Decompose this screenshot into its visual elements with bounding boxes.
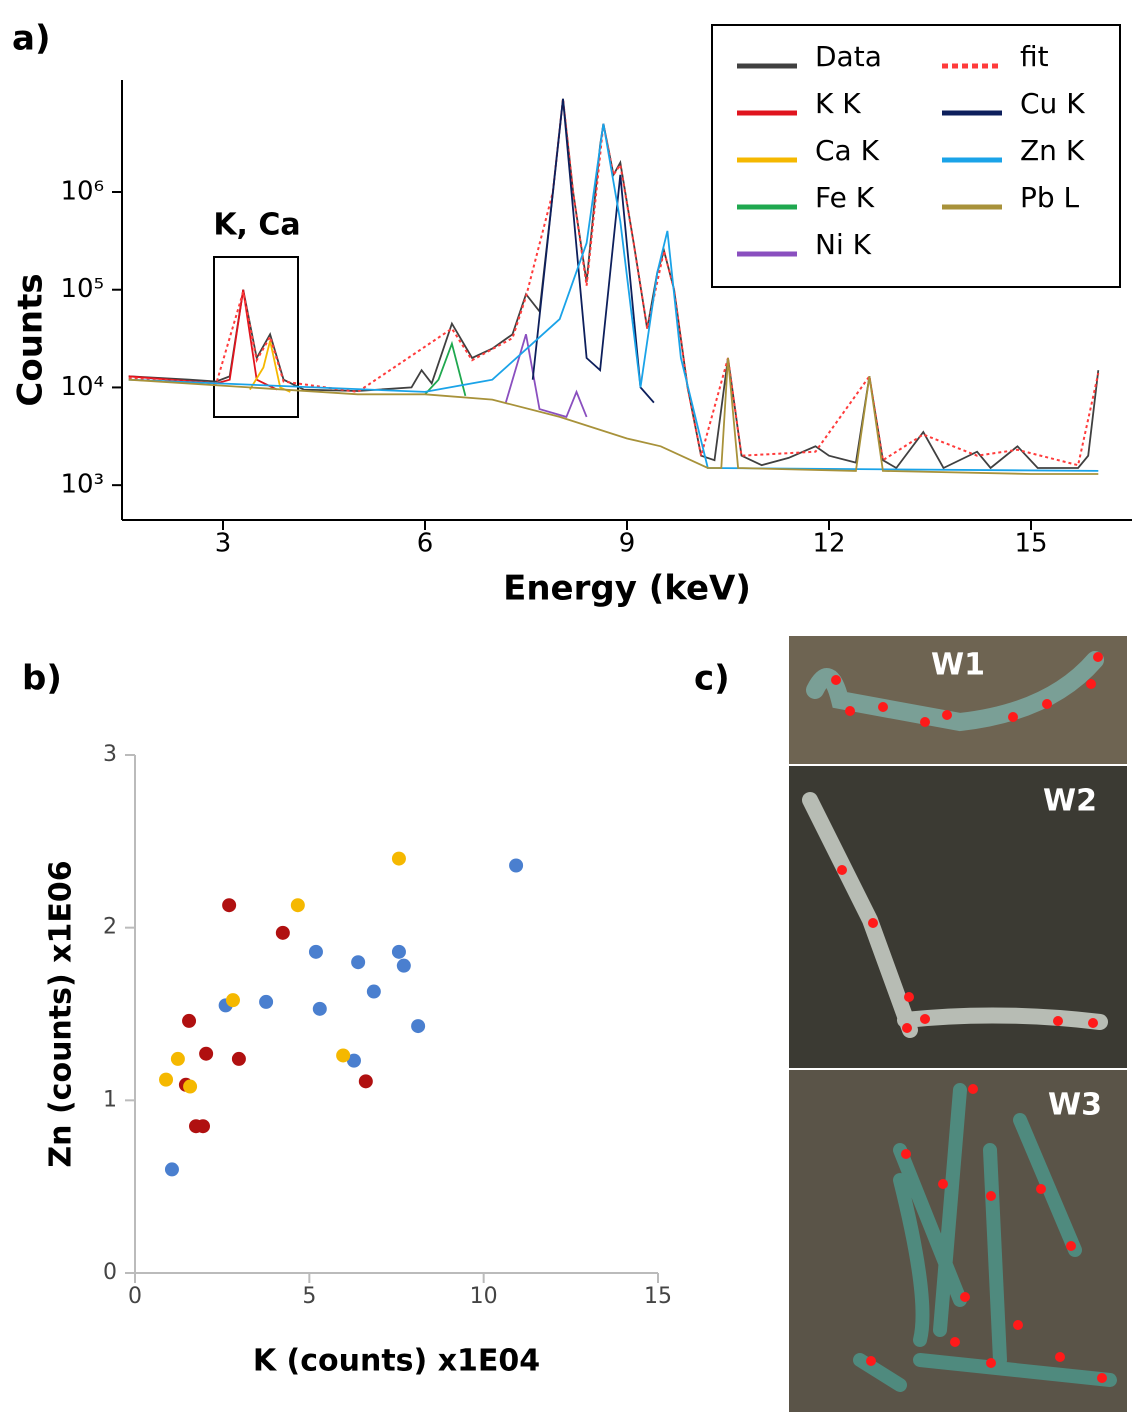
point [396,958,411,973]
legend-label: Ni K [815,228,872,261]
point [312,1001,327,1016]
point [183,1079,198,1094]
point [195,1119,210,1134]
panel-label: b) [22,659,62,699]
legend-label: Zn K [1020,134,1085,167]
point [275,925,290,940]
point [391,851,406,866]
point [199,1046,214,1061]
y-tick-label: 3 [103,742,117,767]
x-tick-label: 15 [1014,529,1047,559]
legend-label: Pb L [1020,181,1080,214]
point [336,1048,351,1063]
sample [853,1083,1117,1392]
point [182,1013,197,1028]
x-tick-label: 5 [302,1284,316,1309]
panel-label: c) [694,659,730,699]
point [346,1053,361,1068]
point [509,858,524,873]
photo-label: W1 [931,648,985,683]
series-line [128,289,278,391]
point [222,898,237,913]
x-tick-label: 6 [417,529,434,559]
panel-label: a) [12,19,50,59]
legend-label: Ca K [815,134,880,167]
series-line [128,123,1099,472]
annotation: K, Ca [213,208,300,243]
annotation-box [213,256,299,418]
y-tick-label: 0 [103,1260,117,1285]
photo-label: W3 [1048,1088,1102,1123]
point [259,994,274,1009]
legend-label: Data [815,40,882,73]
legend-box [711,24,1121,288]
y-axis-label: Zn (counts) x1E06 [44,860,79,1167]
legend-label: K K [815,87,861,120]
y-tick-label: 10⁴ [60,372,104,402]
photos: W1 W2 W3 [789,636,1127,1412]
x-tick-label: 10 [470,1284,498,1309]
measurement-spots [831,652,1107,1383]
y-axis-label: Counts [11,273,51,406]
legend-label: Cu K [1020,87,1085,120]
x-tick-label: 0 [128,1284,142,1309]
series-line [424,340,467,397]
y-tick-label: 1 [103,1087,117,1112]
legend-label: Fe K [815,181,875,214]
y-tick-label: 10⁵ [60,274,104,304]
x-axis-label: Energy (keV) [503,569,751,609]
sample [806,651,1104,732]
photo-label: W2 [1043,784,1097,819]
series-line [504,334,588,418]
point [358,1074,373,1089]
y-tick-label: 2 [103,915,117,940]
point [225,993,240,1008]
point [290,898,305,913]
point [411,1019,426,1034]
point [164,1162,179,1177]
x-tick-label: 12 [812,529,845,559]
series-line [128,357,1099,475]
y-tick-label: 10³ [60,470,104,500]
point [231,1051,246,1066]
point [351,955,366,970]
point [366,984,381,999]
x-tick-label: 15 [644,1284,672,1309]
legend-label: fit [1020,40,1049,73]
x-axis-label: K (counts) x1E04 [253,1344,540,1379]
point [308,944,323,959]
point [159,1072,174,1087]
point [391,944,406,959]
point [170,1051,185,1066]
x-tick-label: 3 [215,529,232,559]
y-tick-label: 10⁶ [60,176,104,206]
x-tick-label: 9 [619,529,636,559]
